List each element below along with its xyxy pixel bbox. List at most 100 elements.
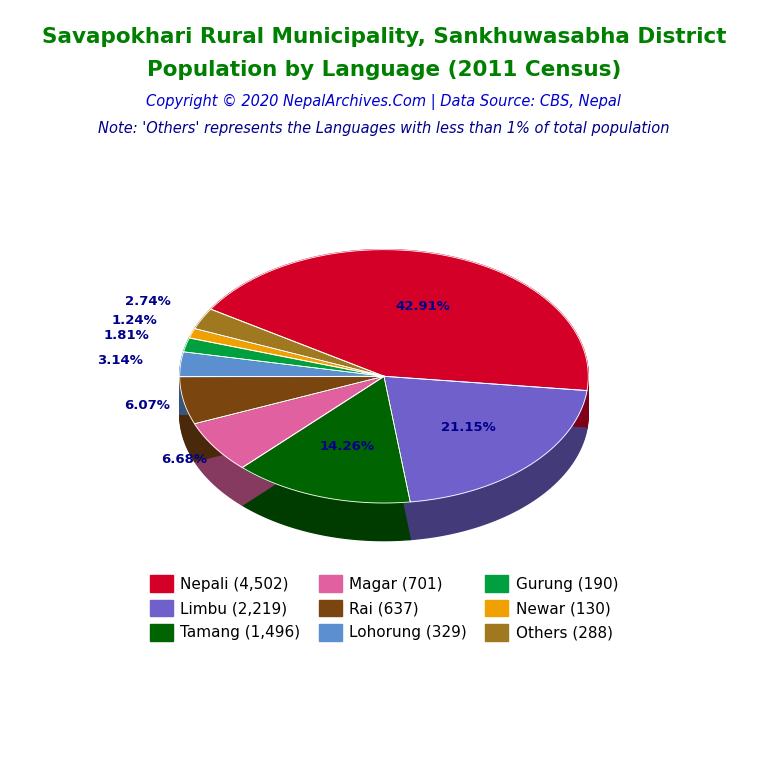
Polygon shape [194, 400, 384, 492]
Polygon shape [210, 278, 588, 419]
Polygon shape [210, 260, 588, 401]
Polygon shape [242, 390, 410, 517]
Polygon shape [210, 263, 588, 404]
Polygon shape [184, 369, 384, 408]
Polygon shape [210, 254, 588, 395]
Polygon shape [180, 361, 384, 386]
Polygon shape [210, 250, 588, 391]
Polygon shape [194, 393, 384, 484]
Polygon shape [184, 372, 384, 411]
Polygon shape [180, 385, 384, 410]
Polygon shape [194, 396, 384, 487]
Polygon shape [195, 332, 384, 399]
Polygon shape [195, 333, 384, 400]
Polygon shape [242, 384, 410, 511]
Polygon shape [184, 344, 384, 382]
Polygon shape [210, 256, 588, 396]
Polygon shape [184, 360, 384, 399]
Polygon shape [195, 318, 384, 386]
Polygon shape [184, 356, 384, 395]
Polygon shape [180, 389, 384, 414]
Polygon shape [180, 409, 384, 457]
Polygon shape [180, 390, 384, 437]
Polygon shape [384, 396, 587, 521]
Polygon shape [180, 372, 384, 396]
Polygon shape [194, 395, 384, 485]
Polygon shape [180, 397, 384, 445]
Polygon shape [242, 379, 410, 506]
Polygon shape [384, 382, 587, 508]
Text: 1.24%: 1.24% [111, 314, 157, 327]
Text: 1.81%: 1.81% [104, 329, 150, 342]
Polygon shape [180, 411, 384, 458]
Polygon shape [195, 346, 384, 412]
Polygon shape [195, 324, 384, 392]
Polygon shape [384, 384, 587, 509]
Polygon shape [194, 397, 384, 488]
Polygon shape [194, 382, 384, 474]
Polygon shape [195, 313, 384, 379]
Polygon shape [384, 379, 587, 505]
Polygon shape [194, 414, 384, 505]
Polygon shape [180, 382, 384, 430]
Polygon shape [194, 405, 384, 496]
Polygon shape [195, 338, 384, 405]
Polygon shape [210, 265, 588, 406]
Polygon shape [242, 412, 410, 539]
Polygon shape [180, 387, 384, 435]
Polygon shape [184, 350, 384, 389]
Polygon shape [180, 377, 384, 402]
Polygon shape [190, 354, 384, 402]
Polygon shape [180, 378, 384, 425]
Polygon shape [242, 381, 410, 508]
Polygon shape [180, 352, 384, 376]
Polygon shape [184, 343, 384, 381]
Polygon shape [384, 378, 587, 504]
Polygon shape [384, 389, 587, 514]
Polygon shape [242, 376, 410, 503]
Polygon shape [184, 362, 384, 400]
Polygon shape [180, 386, 384, 433]
Polygon shape [180, 383, 384, 409]
Polygon shape [210, 281, 588, 422]
Polygon shape [184, 347, 384, 386]
Polygon shape [180, 400, 384, 448]
Polygon shape [384, 386, 587, 511]
Polygon shape [195, 335, 384, 402]
Polygon shape [180, 375, 384, 399]
Polygon shape [195, 315, 384, 382]
Polygon shape [180, 380, 384, 406]
Polygon shape [180, 367, 384, 392]
Polygon shape [184, 338, 384, 376]
Polygon shape [194, 411, 384, 502]
Polygon shape [184, 349, 384, 387]
Polygon shape [190, 360, 384, 408]
Polygon shape [195, 329, 384, 396]
Polygon shape [242, 408, 410, 535]
Polygon shape [190, 330, 384, 378]
Polygon shape [180, 359, 384, 384]
Polygon shape [242, 403, 410, 530]
Polygon shape [195, 347, 384, 414]
Polygon shape [242, 387, 410, 514]
Polygon shape [242, 399, 410, 525]
Polygon shape [242, 386, 410, 512]
Polygon shape [242, 411, 410, 538]
Polygon shape [210, 286, 588, 427]
Polygon shape [180, 393, 384, 440]
Polygon shape [184, 341, 384, 379]
Polygon shape [190, 332, 384, 379]
Polygon shape [180, 370, 384, 395]
Polygon shape [180, 406, 384, 454]
Polygon shape [194, 376, 384, 468]
Polygon shape [194, 389, 384, 479]
Polygon shape [195, 330, 384, 397]
Polygon shape [190, 353, 384, 400]
Polygon shape [194, 392, 384, 482]
Polygon shape [210, 266, 588, 407]
Text: Copyright © 2020 NepalArchives.Com | Data Source: CBS, Nepal: Copyright © 2020 NepalArchives.Com | Dat… [147, 94, 621, 110]
Polygon shape [190, 351, 384, 399]
Polygon shape [242, 378, 410, 505]
Polygon shape [180, 408, 384, 455]
Polygon shape [384, 392, 587, 517]
